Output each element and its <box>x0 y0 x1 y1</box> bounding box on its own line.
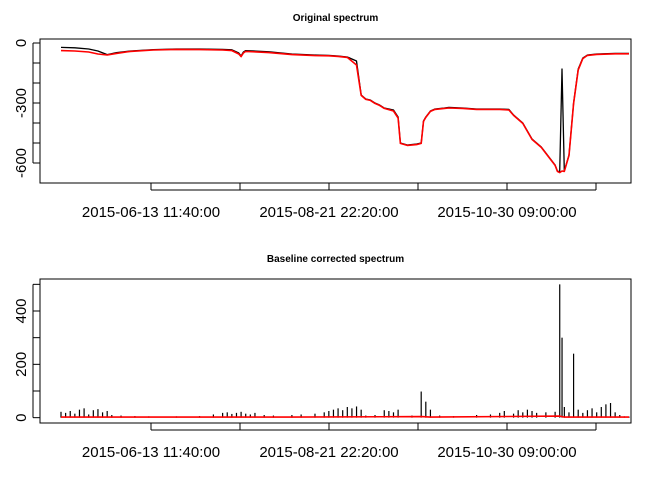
panel-original-spectrum: Original spectrum 0 -300 -600 2015-06-13 11… <box>13 13 632 221</box>
y-tick-label: 0 <box>13 39 30 47</box>
series-red <box>61 415 629 418</box>
chart-title-original-spectrum: Original spectrum <box>293 13 379 24</box>
series-black <box>60 284 630 418</box>
plot-box <box>39 278 632 424</box>
y-tick-label: 400 <box>13 298 30 323</box>
x-tick-label: 2015-10-30 09:00:00 <box>437 204 576 221</box>
series-line <box>61 415 629 418</box>
x-tick-label: 2015-06-13 11:40:00 <box>82 444 220 461</box>
series-black <box>60 46 629 173</box>
series-red <box>60 48 629 174</box>
x-tick-label: 2015-08-21 22:20:00 <box>259 444 398 461</box>
y-tick-label: -300 <box>13 88 30 118</box>
plot-box <box>39 38 632 184</box>
panel-baseline-corrected-spectrum: Baseline corrected spectrum 0 200 400 2015-… <box>13 254 632 461</box>
x-tick-label: 2015-10-30 09:00:00 <box>437 444 576 461</box>
y-tick-label: 200 <box>13 352 30 377</box>
x-tick-label: 2015-08-21 22:20:00 <box>259 204 398 221</box>
x-tick-label: 2015-06-13 11:40:00 <box>82 204 220 221</box>
chart-title-baseline-corrected: Baseline corrected spectrum <box>267 254 404 265</box>
y-tick-label: -600 <box>13 148 30 178</box>
series-line <box>60 48 629 174</box>
series-line <box>60 46 629 173</box>
y-tick-label: 0 <box>13 413 30 421</box>
